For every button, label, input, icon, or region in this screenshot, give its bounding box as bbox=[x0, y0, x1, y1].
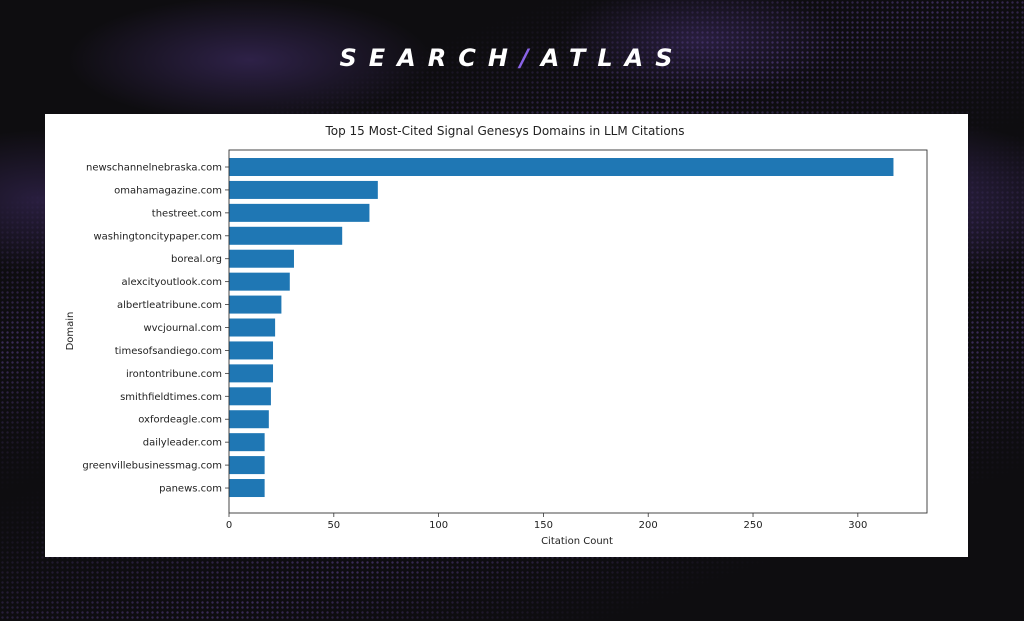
x-tick-label: 100 bbox=[429, 520, 448, 531]
x-tick-label: 50 bbox=[327, 520, 340, 531]
bar-greenvillebusinessmag.com bbox=[229, 456, 265, 475]
logo-text-right: ATLAS bbox=[540, 44, 685, 72]
bar-chart: Top 15 Most-Cited Signal Genesys Domains… bbox=[65, 124, 928, 547]
y-tick-label: alexcityoutlook.com bbox=[122, 277, 222, 288]
bar-washingtoncitypaper.com bbox=[229, 226, 343, 245]
y-tick-label: washingtoncitypaper.com bbox=[93, 231, 222, 242]
bar-omahamagazine.com bbox=[229, 180, 378, 199]
y-axis-label: Domain bbox=[65, 312, 76, 351]
y-tick-label: timesofsandiego.com bbox=[115, 346, 222, 357]
y-tick-label: irontontribune.com bbox=[126, 369, 222, 380]
y-tick-label: greenvillebusinessmag.com bbox=[82, 461, 222, 472]
bar-timesofsandiego.com bbox=[229, 341, 274, 360]
y-tick-label: panews.com bbox=[159, 484, 222, 495]
x-tick-label: 200 bbox=[639, 520, 658, 531]
y-tick-label: albertleatribune.com bbox=[117, 300, 222, 311]
y-tick-label: boreal.org bbox=[171, 254, 222, 265]
x-tick-label: 0 bbox=[226, 520, 232, 531]
bar-thestreet.com bbox=[229, 203, 370, 222]
x-tick-label: 150 bbox=[534, 520, 553, 531]
bar-newschannelnebraska.com bbox=[229, 158, 894, 176]
y-tick-label: newschannelnebraska.com bbox=[86, 163, 222, 174]
chart-card: Top 15 Most-Cited Signal Genesys Domains… bbox=[45, 114, 968, 557]
x-tick-label: 300 bbox=[848, 520, 867, 531]
y-tick-label: dailyleader.com bbox=[143, 438, 222, 449]
bar-alexcityoutlook.com bbox=[229, 272, 290, 291]
y-tick-label: thestreet.com bbox=[152, 208, 222, 219]
bar-dailyleader.com bbox=[229, 433, 265, 452]
bar-smithfieldtimes.com bbox=[229, 387, 271, 406]
x-axis-label: Citation Count bbox=[541, 536, 613, 547]
y-tick-label: omahamagazine.com bbox=[114, 185, 222, 196]
y-tick-label: smithfieldtimes.com bbox=[120, 392, 222, 403]
chart-title: Top 15 Most-Cited Signal Genesys Domains… bbox=[324, 124, 684, 138]
y-tick-label: wvcjournal.com bbox=[143, 323, 222, 334]
bar-panews.com bbox=[229, 479, 265, 498]
plot-frame bbox=[228, 149, 928, 514]
bar-wvcjournal.com bbox=[229, 318, 276, 337]
x-tick-label: 250 bbox=[743, 520, 762, 531]
bar-albertleatribune.com bbox=[229, 295, 282, 314]
bar-boreal.org bbox=[229, 249, 294, 268]
logo-slash: / bbox=[519, 44, 541, 72]
y-tick-label: oxfordeagle.com bbox=[138, 415, 222, 426]
bar-irontontribune.com bbox=[229, 364, 274, 383]
search-atlas-logo: SEARCH/ATLAS bbox=[0, 44, 1024, 72]
bar-oxfordeagle.com bbox=[229, 410, 269, 429]
logo-text-left: SEARCH bbox=[339, 44, 520, 72]
